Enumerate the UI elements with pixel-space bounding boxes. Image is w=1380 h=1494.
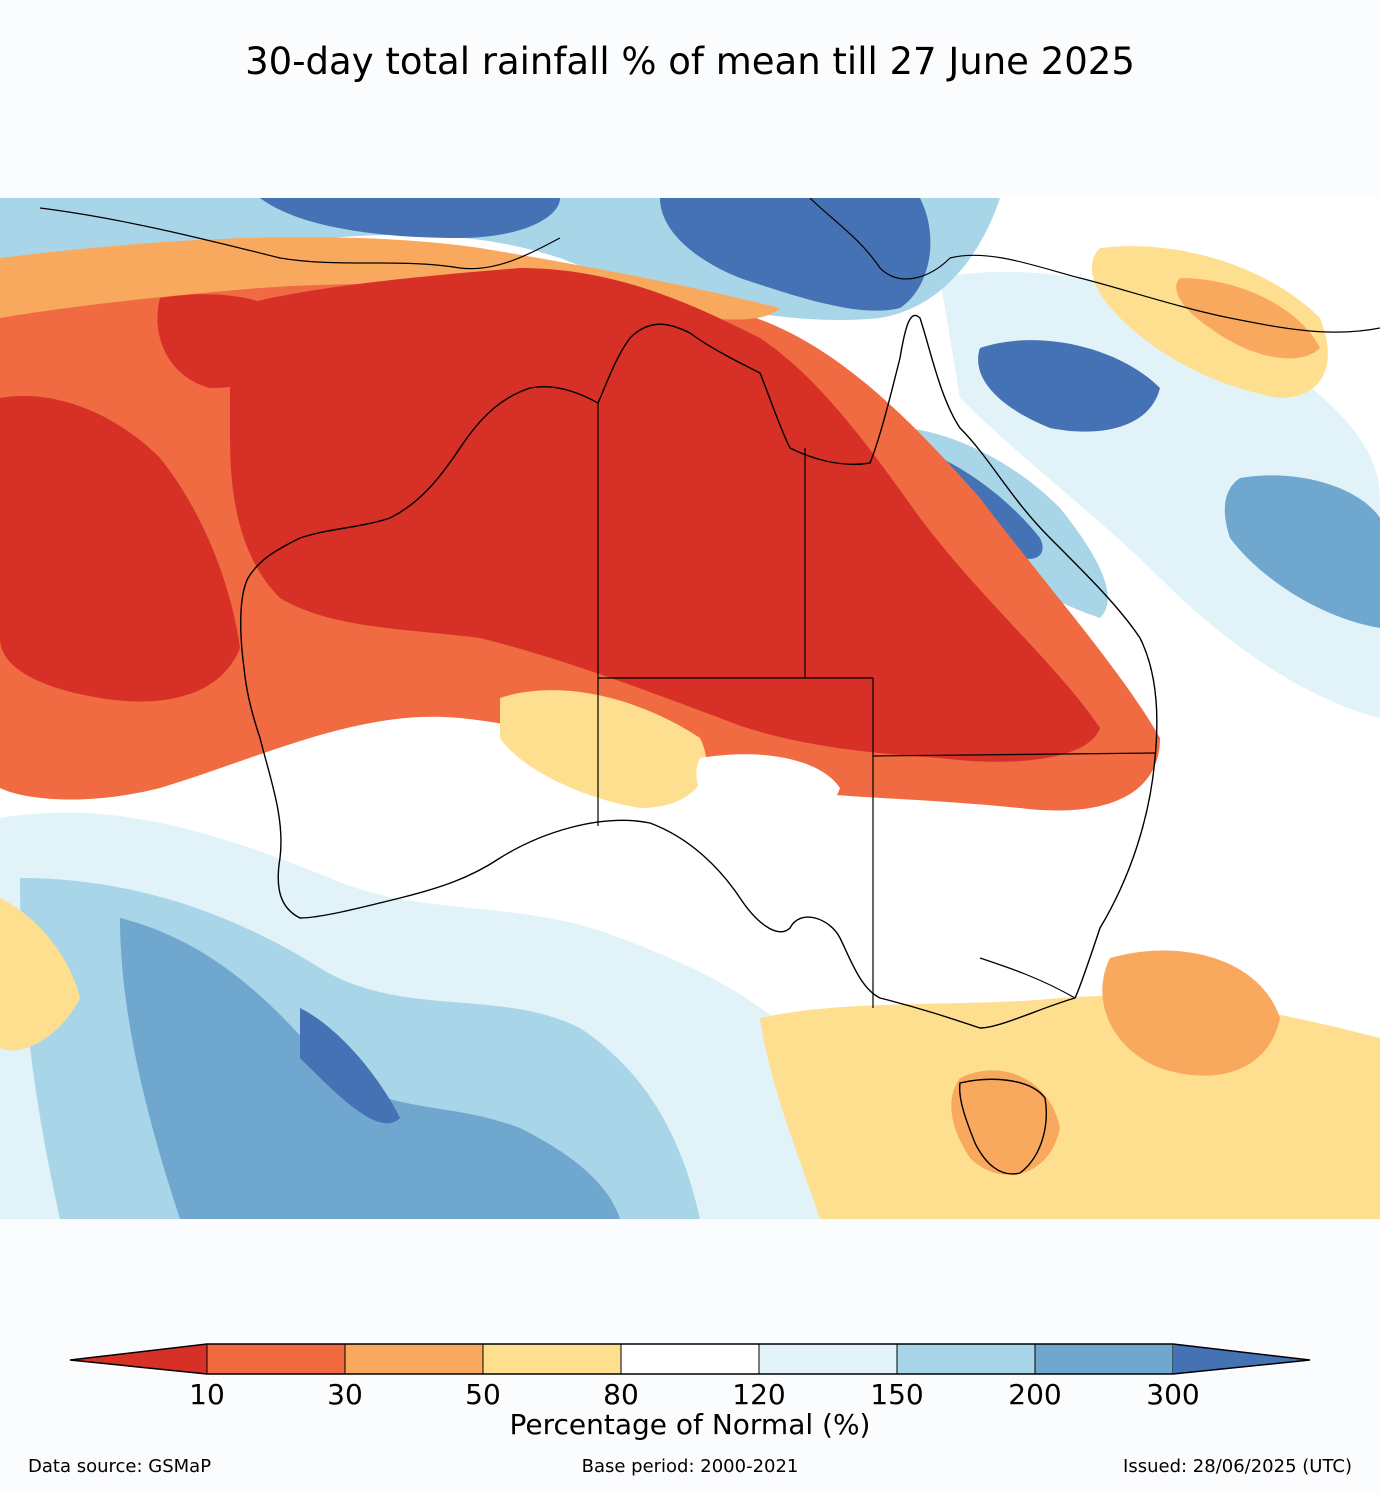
colorbar-tick-label: 30 xyxy=(327,1378,363,1411)
rain-zone-10-northwest xyxy=(157,294,300,388)
colorbar-segment xyxy=(1034,1343,1174,1375)
rain-zone-300-arafura xyxy=(660,198,931,311)
colorbar-tick-label: 10 xyxy=(189,1378,225,1411)
colorbar-segment xyxy=(482,1343,622,1375)
rain-zone-10-core xyxy=(230,268,1100,762)
colorbar-extend-low xyxy=(70,1344,207,1374)
rain-zone-50-southeast xyxy=(1102,950,1280,1076)
rain-zone-high-southwest xyxy=(300,1008,400,1124)
tasmania-coastline xyxy=(958,1078,1047,1175)
indonesia-coastline xyxy=(39,207,561,270)
rain-zone-300-north xyxy=(260,198,560,238)
colorbar-segment xyxy=(896,1343,1036,1375)
rain-zone-120-central xyxy=(696,754,840,831)
data-source: Data source: GSMaP xyxy=(28,1456,212,1477)
map-title: 30-day total rainfall % of mean till 27 … xyxy=(245,40,1135,83)
rain-zone-80-central xyxy=(500,690,707,808)
colorbar-segment xyxy=(758,1343,898,1375)
colorbar-tick-label: 200 xyxy=(1008,1378,1062,1411)
colorbar-tick-label: 150 xyxy=(870,1378,924,1411)
rain-zone-300-pacific xyxy=(978,340,1160,432)
rain-zone-300-southwest xyxy=(120,918,620,1219)
rainfall-map xyxy=(0,198,1380,1219)
colorbar-tick-label: 50 xyxy=(465,1378,501,1411)
rain-zone-10-west xyxy=(0,396,240,702)
colorbar-segment xyxy=(620,1343,760,1375)
colorbar-tick-label: 300 xyxy=(1146,1378,1200,1411)
colorbar-segment xyxy=(344,1343,484,1375)
state-border-qld-nsw xyxy=(872,752,1156,757)
colorbar-label: Percentage of Normal (%) xyxy=(509,1408,871,1441)
png-coastline xyxy=(809,198,1380,333)
colorbar-outline xyxy=(69,1343,1311,1375)
base-period: Base period: 2000-2021 xyxy=(581,1456,799,1477)
colorbar-tick-label: 120 xyxy=(732,1378,786,1411)
australia-coastline xyxy=(240,314,1158,1029)
rain-zone-50-pacific xyxy=(1176,278,1320,359)
colorbar-extend-high xyxy=(1173,1344,1310,1374)
colorbar-segment xyxy=(206,1343,346,1375)
rain-zone-80-west xyxy=(0,898,80,1051)
rain-zone-80-southeast xyxy=(760,996,1380,1219)
colorbar xyxy=(69,1343,1311,1375)
state-border-nsw-vic xyxy=(979,957,1076,999)
issued-date: Issued: 28/06/2025 (UTC) xyxy=(1123,1456,1352,1477)
colorbar-tick-label: 80 xyxy=(603,1378,639,1411)
rain-zone-200-pacific-east xyxy=(1224,475,1380,628)
